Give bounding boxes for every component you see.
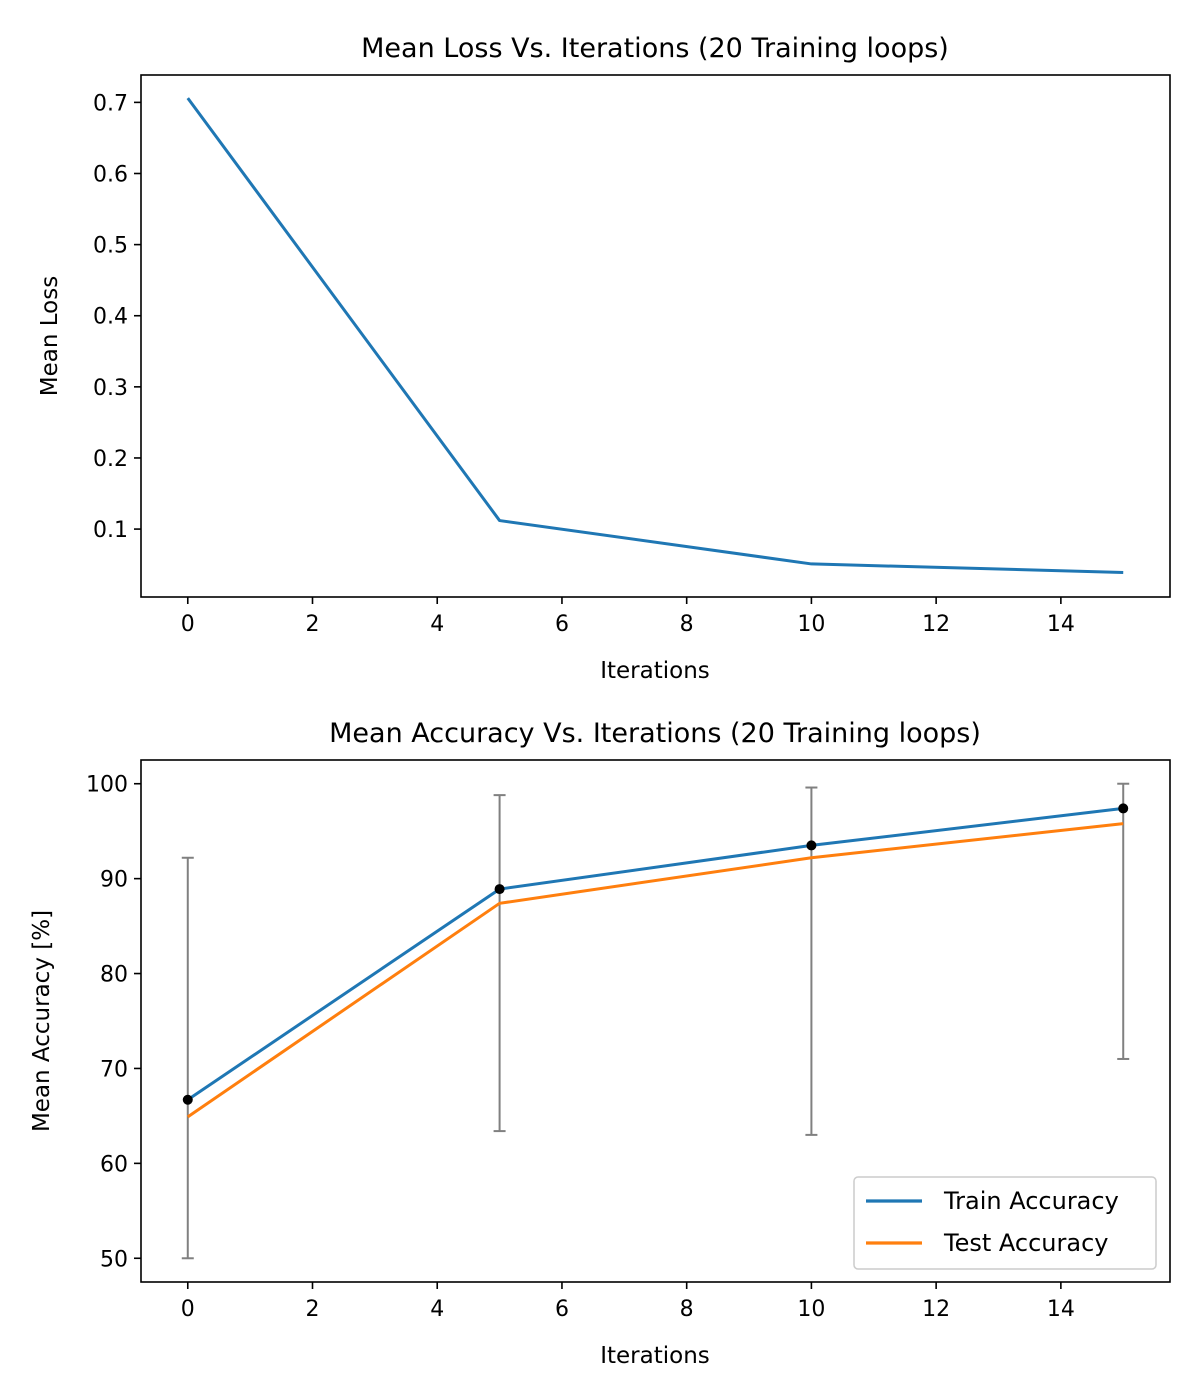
loss-y-tick-label: 0.7 [93,91,128,116]
loss-y-tick-label: 0.5 [93,234,128,259]
legend-label-test: Test Accuracy [943,1229,1108,1257]
loss-series [186,97,1124,574]
accuracy-y-tick-label: 90 [100,868,128,893]
loss-x-tick-label: 2 [306,612,320,637]
loss-y-axis-label: Mean Loss [37,276,63,396]
loss-x-tick-label: 10 [797,612,825,637]
accuracy-y-tick-label: 50 [100,1247,128,1272]
loss-x-tick-label: 4 [430,612,444,637]
accuracy-x-tick-label: 6 [555,1297,569,1322]
loss-y-tick-label: 0.3 [93,376,128,401]
accuracy-y-tick-label: 100 [86,773,128,798]
loss-x-tick-label: 12 [922,612,950,637]
accuracy-series [186,806,1124,1119]
legend-label-train: Train Accuracy [943,1187,1119,1215]
train-accuracy-line [186,806,1124,1102]
accuracy-y-tick-label: 80 [100,963,128,988]
accuracy-x-tick-label: 4 [430,1297,444,1322]
loss-plot-area [140,74,1171,598]
accuracy-x-axis-label: Iterations [600,1343,710,1369]
legend-box [853,1176,1157,1270]
accuracy-x-tick-label: 14 [1047,1297,1075,1322]
accuracy-chart-title: Mean Accuracy Vs. Iterations (20 Trainin… [329,718,981,749]
accuracy-plot-area [140,759,1171,1283]
loss-x-tick-label: 8 [680,612,694,637]
loss-x-tick-label: 6 [555,612,569,637]
loss-chart-title: Mean Loss Vs. Iterations (20 Training lo… [361,33,949,64]
loss-y-ticks: 0.1 0.2 0.3 0.4 0.5 0.6 0.7 [93,91,141,543]
loss-x-axis-label: Iterations [600,658,710,684]
accuracy-y-tick-label: 60 [100,1152,128,1177]
accuracy-x-tick-label: 12 [922,1297,950,1322]
accuracy-x-tick-label: 10 [797,1297,825,1322]
loss-line [186,97,1124,574]
loss-chart: Mean Loss Vs. Iterations (20 Training lo… [37,33,1171,684]
accuracy-marker [1118,803,1129,814]
loss-y-tick-label: 0.2 [93,447,128,472]
accuracy-chart: Mean Accuracy Vs. Iterations (20 Trainin… [29,718,1171,1369]
accuracy-marker [494,884,505,895]
legend: Train Accuracy Test Accuracy [853,1176,1157,1270]
accuracy-y-axis-label: Mean Accuracy [%] [29,910,55,1132]
accuracy-x-ticks: 0 2 4 6 8 10 12 14 [181,1282,1075,1322]
loss-y-tick-label: 0.4 [93,305,128,330]
accuracy-x-tick-label: 8 [680,1297,694,1322]
accuracy-y-ticks: 50 60 70 80 90 100 [86,773,141,1272]
accuracy-marker [806,840,817,851]
accuracy-x-tick-label: 2 [306,1297,320,1322]
loss-x-tick-label: 14 [1047,612,1075,637]
accuracy-marker [182,1094,193,1105]
loss-y-tick-label: 0.1 [93,518,128,543]
accuracy-y-tick-label: 70 [100,1057,128,1082]
loss-x-ticks: 0 2 4 6 8 10 12 14 [181,597,1075,637]
test-accuracy-line [186,822,1124,1119]
loss-x-tick-label: 0 [181,612,195,637]
accuracy-markers [182,803,1129,1105]
loss-y-tick-label: 0.6 [93,162,128,187]
accuracy-x-tick-label: 0 [181,1297,195,1322]
